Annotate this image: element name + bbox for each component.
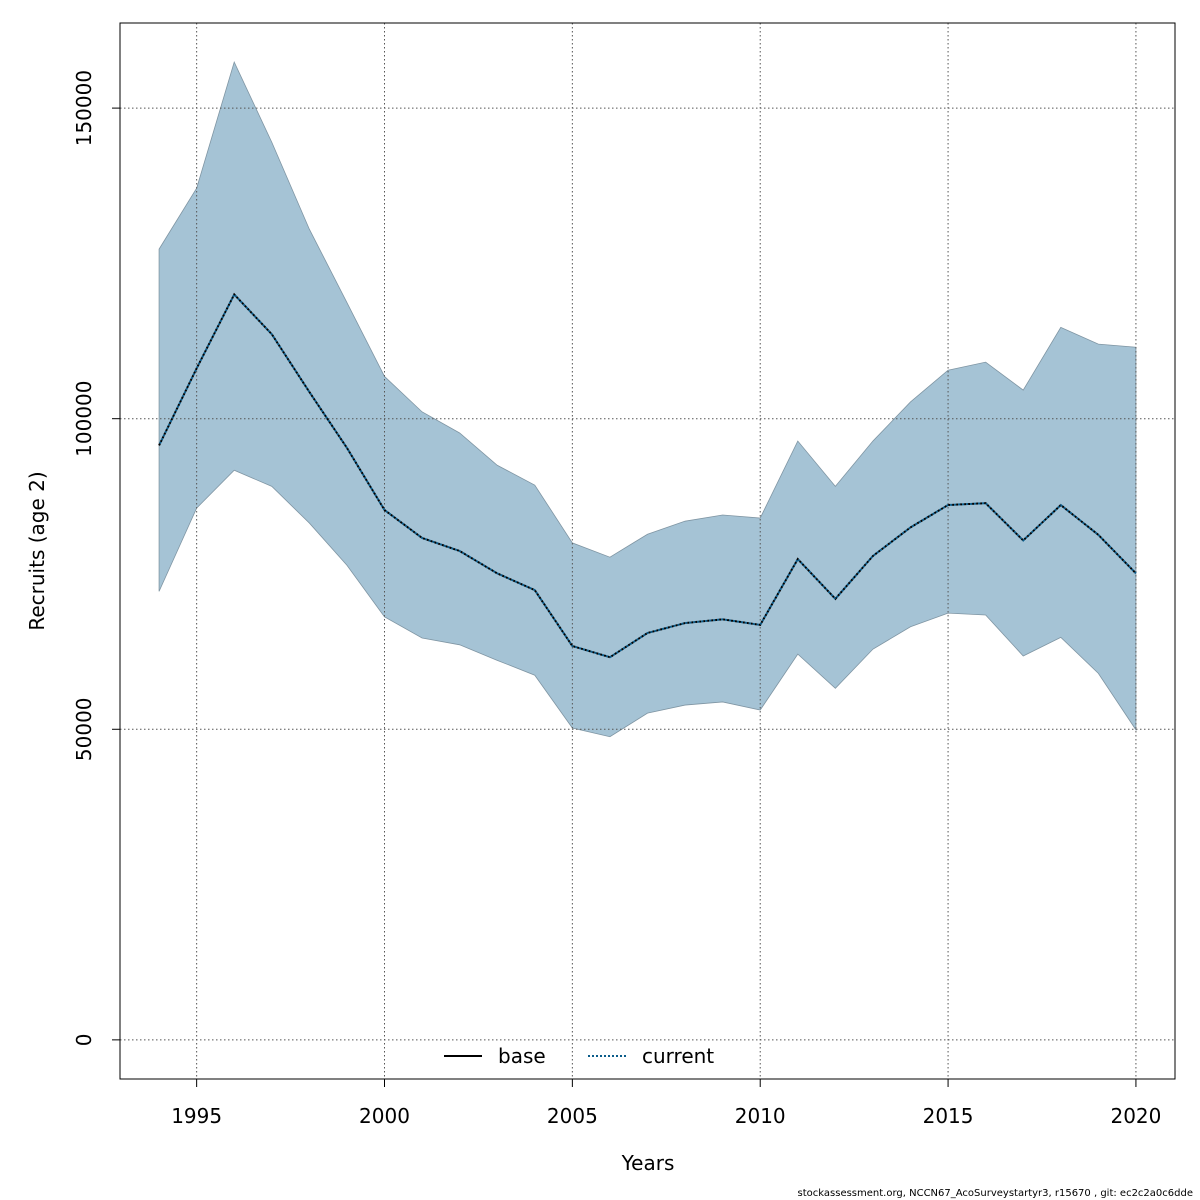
data-line — [158, 292, 1137, 659]
legend-label: current — [642, 1044, 714, 1068]
x-tick-label: 2005 — [547, 1104, 598, 1128]
confidence-band — [158, 61, 1137, 738]
x-axis-label: Years — [621, 1151, 675, 1175]
y-tick-label: 50000 — [72, 697, 96, 761]
y-axis-label: Recruits (age 2) — [25, 471, 49, 630]
y-tick-label: 0 — [72, 1033, 96, 1046]
plot-frame — [119, 22, 1176, 1080]
y-tick-label: 150000 — [72, 70, 96, 146]
x-tick-label: 2020 — [1110, 1104, 1161, 1128]
legend-label: base — [498, 1044, 546, 1068]
data-line — [158, 292, 1137, 659]
x-tick-label: 2015 — [923, 1104, 974, 1128]
y-tick-label: 100000 — [72, 381, 96, 457]
footer: stockassessment.org, NCCN67_AcoSurveysta… — [798, 1188, 1193, 1199]
x-tick-label: 1995 — [171, 1104, 222, 1128]
x-tick-label: 2000 — [359, 1104, 410, 1128]
x-tick-label: 2010 — [735, 1104, 786, 1128]
